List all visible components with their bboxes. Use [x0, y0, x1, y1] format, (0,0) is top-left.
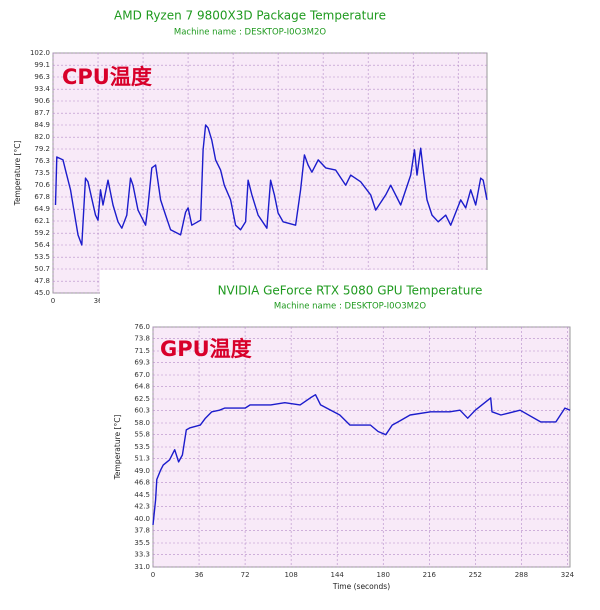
y-tick-label: 55.8	[134, 431, 150, 439]
chart-title: AMD Ryzen 7 9800X3D Package Temperature	[114, 9, 386, 23]
y-tick-label: 33.3	[134, 551, 150, 559]
x-axis-label: Time (seconds)	[332, 582, 390, 591]
x-tick-label: 324	[561, 571, 575, 579]
x-tick-label: 36	[94, 297, 103, 305]
x-tick-label: 36	[195, 571, 204, 579]
y-tick-label: 42.3	[134, 503, 150, 511]
temperature-line	[54, 124, 488, 246]
x-tick-label: 216	[423, 571, 437, 579]
y-tick-label: 62.1	[34, 217, 50, 225]
y-axis-label: Temperature [°C]	[13, 141, 22, 207]
y-tick-label: 40.0	[134, 515, 150, 523]
y-tick-label: 67.8	[34, 193, 50, 201]
y-tick-label: 47.8	[34, 277, 50, 285]
x-tick-label: 72	[241, 571, 250, 579]
annotation: CPU温度	[62, 65, 152, 89]
y-tick-label: 46.8	[134, 479, 150, 487]
x-tick-label: 0	[151, 571, 155, 579]
y-tick-label: 76.0	[134, 323, 150, 331]
y-tick-label: 70.6	[34, 181, 50, 189]
y-tick-label: 44.5	[134, 491, 150, 499]
x-tick-label: 180	[377, 571, 390, 579]
y-tick-label: 53.5	[134, 443, 150, 451]
annotation: GPU温度	[160, 337, 252, 361]
y-axis-label: Temperature [°C]	[113, 415, 122, 481]
y-tick-label: 35.5	[134, 539, 150, 547]
temperature-line	[152, 394, 571, 525]
y-tick-label: 60.3	[134, 407, 150, 415]
y-tick-label: 67.0	[134, 371, 150, 379]
y-tick-label: 58.0	[134, 419, 150, 427]
y-tick-label: 51.3	[134, 455, 150, 463]
x-tick-label: 288	[515, 571, 528, 579]
y-tick-label: 64.8	[134, 383, 150, 391]
x-tick-label: 0	[51, 297, 55, 305]
y-tick-label: 53.5	[34, 253, 50, 261]
y-tick-label: 93.4	[34, 85, 50, 93]
y-tick-label: 37.8	[134, 527, 150, 535]
y-tick-label: 73.8	[134, 335, 150, 343]
y-tick-label: 82.0	[34, 133, 50, 141]
x-tick-label: 144	[331, 571, 345, 579]
y-tick-label: 64.9	[34, 205, 50, 213]
y-tick-label: 102.0	[30, 49, 50, 57]
y-tick-label: 96.3	[34, 73, 50, 81]
chart-subtitle: Machine name : DESKTOP-I0O3M2O	[274, 302, 427, 312]
x-tick-label: 108	[284, 571, 297, 579]
x-tick-label: 252	[469, 571, 482, 579]
y-tick-label: 59.2	[34, 229, 50, 237]
y-tick-label: 73.5	[34, 169, 50, 177]
y-tick-label: 49.0	[134, 467, 150, 475]
y-tick-label: 45.0	[34, 289, 50, 297]
y-tick-label: 69.3	[134, 359, 150, 367]
y-tick-label: 87.7	[34, 109, 50, 117]
y-tick-label: 62.5	[134, 395, 150, 403]
y-tick-label: 56.4	[34, 241, 50, 249]
y-tick-label: 99.1	[34, 61, 50, 69]
y-tick-label: 90.6	[34, 97, 50, 105]
y-tick-label: 76.3	[34, 157, 50, 165]
y-tick-label: 79.2	[34, 145, 50, 153]
chart-subtitle: Machine name : DESKTOP-I0O3M2O	[174, 28, 327, 38]
chart-title: NVIDIA GeForce RTX 5080 GPU Temperature	[218, 284, 483, 298]
y-tick-label: 84.9	[34, 121, 50, 129]
y-tick-label: 50.7	[34, 265, 50, 273]
y-tick-label: 71.5	[134, 347, 150, 355]
y-tick-label: 31.0	[134, 563, 150, 571]
